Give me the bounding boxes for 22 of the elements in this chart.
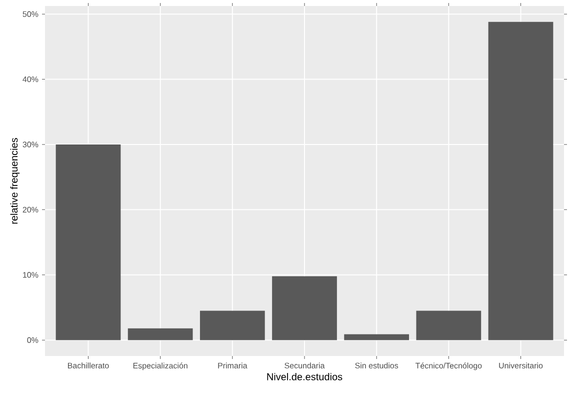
y-axis-title: relative frequencies	[10, 138, 20, 224]
y-tick-label: 10%	[23, 272, 38, 278]
bar	[488, 22, 554, 340]
bar	[272, 276, 337, 340]
x-tick-label: Primaria	[218, 362, 248, 368]
y-tick-label: 40%	[22, 76, 38, 82]
bar	[128, 328, 193, 340]
y-tick-label: 0%	[27, 337, 38, 343]
x-tick-label: Secundaria	[284, 362, 325, 368]
y-tick-label: 50%	[22, 11, 38, 17]
bar	[416, 310, 482, 340]
y-tick-label: 30%	[22, 142, 38, 148]
x-tick-label: Sin estudios	[355, 362, 398, 368]
x-tick-label: Técnico/Tecnólogo	[415, 362, 482, 370]
bar	[56, 144, 121, 340]
x-tick-label: Especialización	[133, 362, 188, 370]
y-tick-label: 20%	[22, 206, 38, 213]
bar	[344, 334, 410, 340]
bar	[200, 310, 265, 340]
x-tick-label: Bachillerato	[68, 362, 109, 368]
x-tick-label: Universitario	[499, 362, 543, 368]
x-axis-title: Nivel.de.estudios	[267, 372, 342, 380]
